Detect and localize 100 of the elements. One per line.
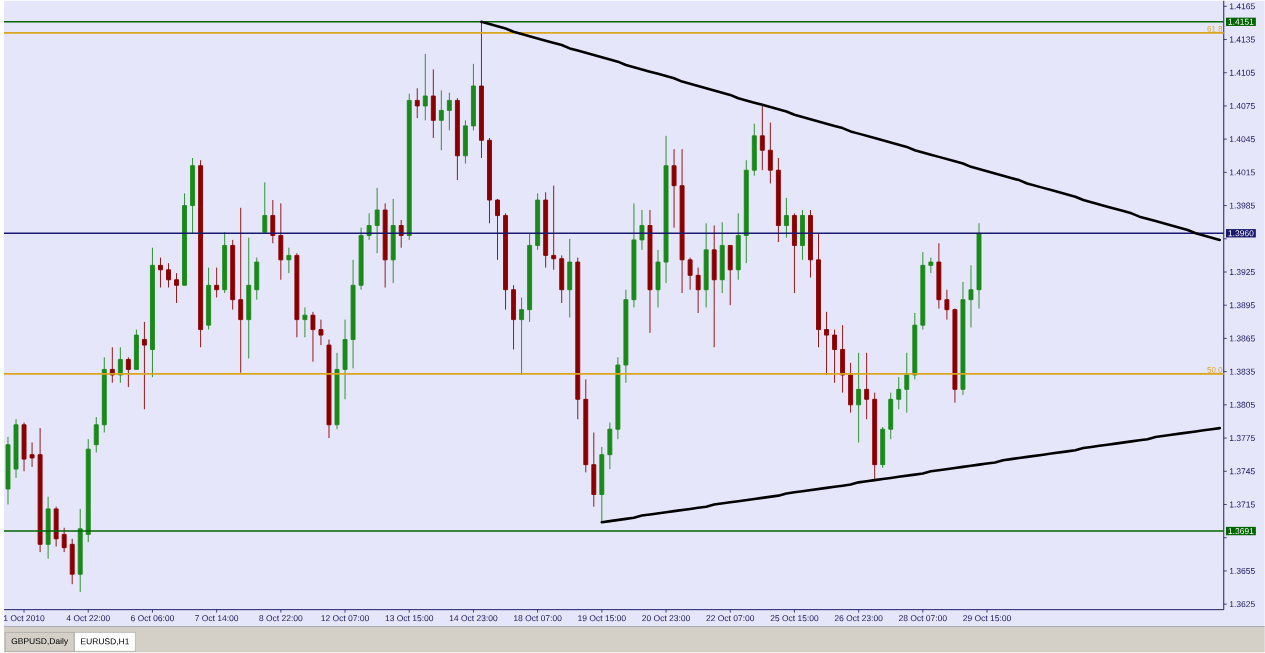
candlestick (976, 223, 982, 310)
candlestick (302, 307, 308, 339)
candlestick (655, 249, 661, 309)
x-tick-label: 29 Oct 15:00 (963, 615, 1011, 622)
candlestick (342, 319, 348, 401)
candlestick (406, 93, 412, 241)
candlestick (904, 352, 910, 414)
candlestick (69, 538, 75, 585)
candlestick (519, 297, 525, 376)
candlestick (182, 193, 187, 286)
y-tick-label: 1.4015 (1229, 169, 1255, 176)
candlestick (5, 436, 11, 506)
candlestick (414, 88, 420, 119)
candlestick (446, 92, 452, 131)
candlestick (503, 213, 508, 311)
candlestick (21, 422, 27, 472)
x-tick-label: 22 Oct 07:00 (706, 615, 755, 622)
candlestick (286, 247, 292, 274)
x-tick-label: 13 Oct 15:00 (385, 615, 434, 622)
candlestick (872, 392, 878, 480)
candlestick (583, 379, 589, 474)
candlestick (671, 148, 677, 229)
x-tick-label: 7 Oct 14:00 (195, 615, 239, 622)
candlestick (824, 311, 829, 376)
y-tick-label: 1.3925 (1229, 269, 1255, 276)
candlestick (358, 227, 364, 291)
candlestick (206, 267, 212, 331)
candlestick (527, 233, 533, 323)
x-tick-label: 20 Oct 23:00 (642, 615, 690, 622)
candlestick (230, 239, 236, 311)
x-tick-label: 8 Oct 22:00 (259, 615, 303, 622)
candlestick (800, 209, 805, 261)
candlestick (198, 159, 204, 348)
candlestick (623, 289, 629, 384)
candlestick (751, 123, 757, 177)
candlestick (125, 357, 131, 388)
candlestick (45, 496, 51, 560)
x-tick-label: 1 Oct 2010 (3, 615, 45, 622)
candlestick (350, 259, 356, 370)
candlestick (944, 289, 950, 321)
text: EURUSD,H1 (81, 638, 129, 646)
candlestick (816, 233, 821, 348)
candlestick (679, 148, 685, 294)
y-tick-label: 1.3865 (1229, 335, 1255, 342)
x-tick-label: 14 Oct 23:00 (449, 615, 498, 622)
candlestick (270, 199, 276, 244)
candlestick (246, 237, 252, 360)
candlestick (438, 90, 444, 151)
candlestick (888, 392, 894, 440)
candlestick (133, 329, 139, 371)
candlestick (591, 432, 597, 508)
candlestick (856, 352, 862, 444)
candlestick (912, 312, 918, 381)
candlestick (703, 223, 709, 309)
x-tick-label: 25 Oct 15:00 (770, 615, 819, 622)
candlestick (607, 422, 613, 470)
candlestick (93, 416, 99, 454)
candlestick (727, 245, 733, 306)
candlestick (158, 257, 163, 289)
candlestick (663, 135, 669, 284)
candlestick (743, 159, 749, 264)
candlestick (840, 324, 846, 394)
candlestick (37, 427, 43, 553)
candlestick (214, 267, 220, 299)
candlestick (318, 319, 324, 346)
y-tick-label: 1.3655 (1229, 568, 1255, 575)
candlestick (599, 446, 605, 523)
candlestick (783, 197, 789, 239)
candlestick (254, 257, 260, 301)
candlestick (775, 157, 781, 243)
candlestick (767, 122, 773, 185)
x-tick-label: 4 Oct 22:00 (66, 615, 110, 622)
candlestick (61, 527, 67, 553)
y-tick-label: 1.3625 (1229, 601, 1255, 608)
candlestick (631, 203, 637, 309)
candlestick (511, 285, 516, 351)
candlestick (687, 257, 693, 291)
candlestick (880, 426, 886, 469)
candlestick (567, 238, 573, 319)
candlestick (952, 308, 958, 404)
candlestick (262, 182, 268, 234)
y-tick-label: 1.3745 (1229, 468, 1255, 475)
candlestick (759, 103, 765, 171)
y-tick-label: 1.3895 (1229, 302, 1255, 309)
y-tick-label: 1.3775 (1229, 435, 1255, 442)
candlestick (77, 508, 83, 593)
y-tick-label: 1.3715 (1229, 501, 1255, 508)
candlestick (190, 157, 196, 234)
candlestick (390, 198, 396, 284)
y-tick-label: 1.4135 (1229, 36, 1255, 43)
candlestick (117, 347, 123, 384)
candlestick (695, 267, 701, 314)
candlestick (791, 213, 797, 294)
candlestick (719, 221, 725, 294)
candlestick (326, 339, 332, 439)
y-tick-label: 1.3985 (1229, 202, 1255, 209)
candlestick (470, 63, 476, 131)
candlestick (960, 281, 966, 396)
candlestick (968, 265, 974, 329)
candlestick (85, 438, 91, 543)
